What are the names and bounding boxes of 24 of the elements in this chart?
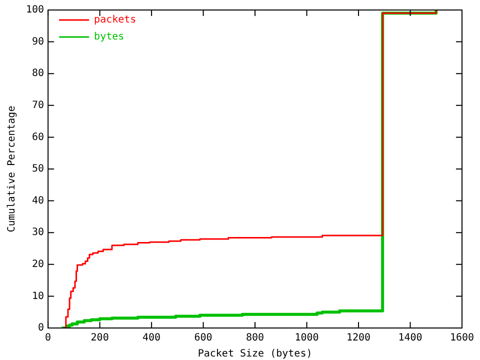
x-axis-title: Packet Size (bytes) [198,348,312,360]
x-tick-label: 1000 [294,332,319,344]
y-tick-label: 60 [32,132,44,143]
legend-label: bytes [94,32,124,43]
y-tick-label: 90 [32,36,44,48]
y-tick-label: 30 [32,227,44,238]
x-tick-label: 600 [194,332,212,344]
legend-label: packets [94,14,136,26]
x-tick-label: 1400 [398,332,422,344]
y-tick-label: 0 [38,322,44,334]
x-tick-label: 400 [142,332,161,344]
y-axis-title: Cumulative Percentage [6,106,18,232]
y-tick-label: 100 [26,4,44,16]
x-tick-label: 0 [45,332,52,344]
y-tick-label: 10 [32,290,44,302]
x-tick-label: 800 [246,332,264,344]
y-tick-label: 40 [32,195,44,206]
y-tick-label: 20 [32,258,44,270]
x-tick-label: 200 [90,332,109,344]
x-tick-label: 1600 [450,332,474,344]
y-tick-label: 50 [32,164,44,175]
y-tick-label: 70 [32,100,44,111]
x-tick-label: 1200 [346,332,371,344]
y-tick-label: 80 [32,68,44,80]
